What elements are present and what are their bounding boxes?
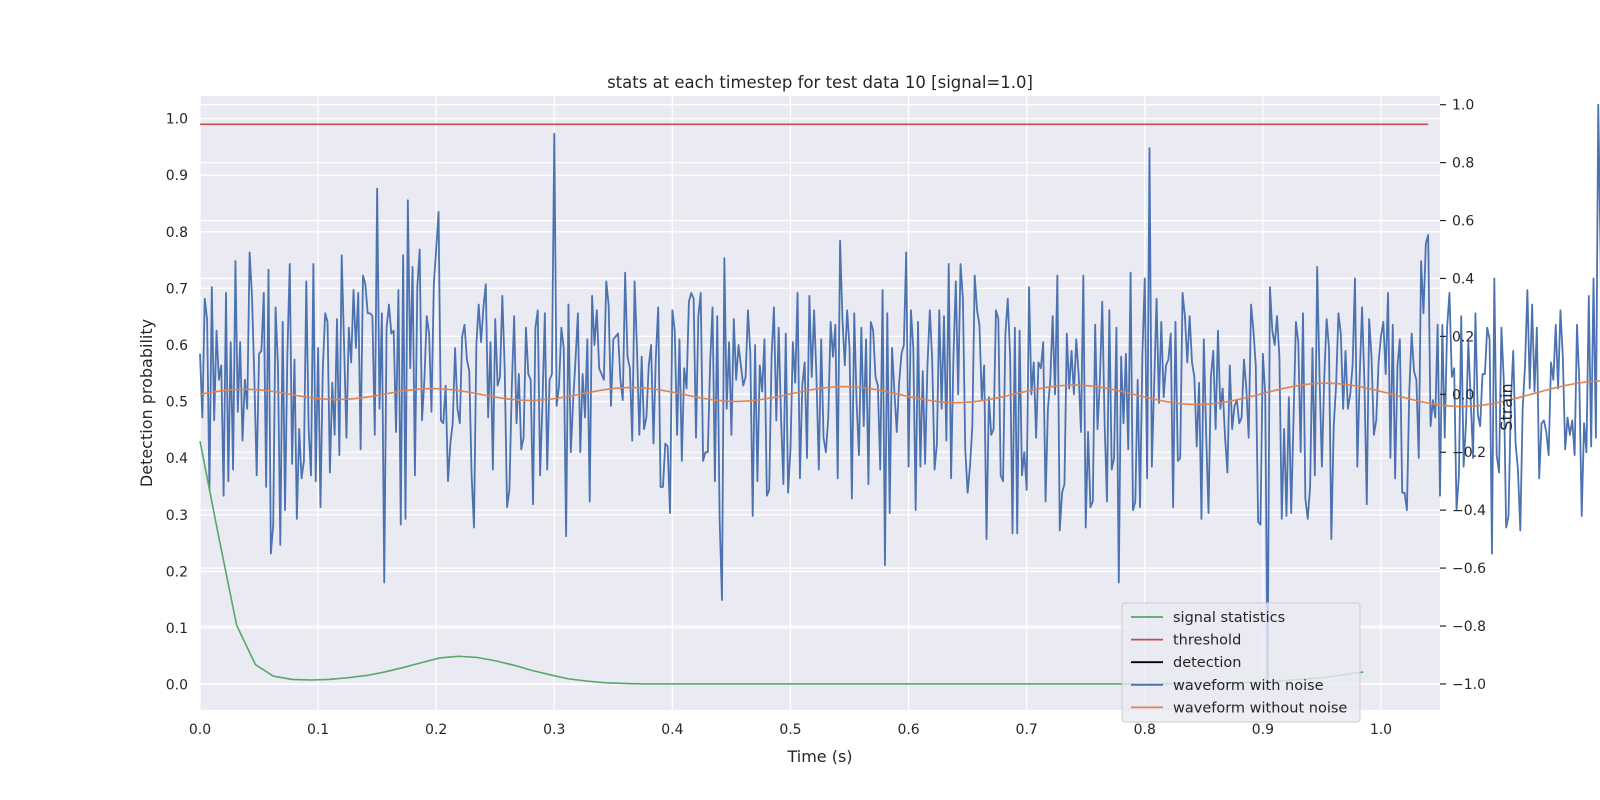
y-right-tick-label: 0.0 <box>1452 387 1474 403</box>
y-left-tick-label: 0.9 <box>166 168 188 184</box>
y-right-tick-label: 1.0 <box>1452 98 1474 114</box>
y-left-tick-label: 0.3 <box>166 508 188 524</box>
y-left-tick-label: 0.7 <box>166 281 188 297</box>
x-tick-label: 0.6 <box>897 722 919 738</box>
x-tick-label: 0.1 <box>307 722 329 738</box>
legend-label: waveform without noise <box>1173 700 1347 716</box>
y-axis-right-label: Strain <box>1497 383 1516 430</box>
y-right-tick-label: −1.0 <box>1452 677 1486 693</box>
y-right-tick-label: −0.4 <box>1452 503 1486 519</box>
y-right-tick-label: 0.4 <box>1452 271 1474 287</box>
x-tick-label: 0.4 <box>661 722 683 738</box>
legend-items: signal statistics threshold detection wavef… <box>1131 610 1347 716</box>
x-axis-label: Time (s) <box>786 747 852 766</box>
y-left-tick-label: 0.0 <box>166 678 188 694</box>
x-tick-label: 1.0 <box>1370 722 1392 738</box>
y-axis-right: −1.0 −0.8 −0.6 −0.4 −0.2 0.0 0.2 0.4 0.6 0.8 1.0 <box>1440 98 1486 693</box>
y-left-tick-label: 1.0 <box>166 112 188 128</box>
y-right-tick-label: −0.2 <box>1452 445 1486 461</box>
x-axis: 0.0 0.1 0.2 0.3 0.4 0.5 0.6 0.7 0.8 0.9 1.0 <box>189 722 1392 738</box>
x-tick-label: 0.9 <box>1252 722 1274 738</box>
x-tick-label: 0.3 <box>543 722 565 738</box>
legend-label: signal statistics <box>1173 610 1285 626</box>
y-axis-left-label: Detection probability <box>137 319 156 487</box>
x-tick-label: 0.7 <box>1016 722 1038 738</box>
y-right-tick-label: −0.8 <box>1452 619 1486 635</box>
chart-title: stats at each timestep for test data 10 … <box>607 73 1033 92</box>
waveform-without-noise-line <box>199 380 1600 408</box>
y-left-tick-label: 0.1 <box>166 621 188 637</box>
x-tick-label: 0.0 <box>189 722 211 738</box>
y-left-tick-label: 0.4 <box>166 451 188 467</box>
y-right-tick-label: 0.6 <box>1452 214 1474 230</box>
legend-box <box>1121 602 1361 723</box>
y-right-tick-label: −0.6 <box>1452 561 1486 577</box>
y-right-tick-label: 0.8 <box>1452 156 1474 172</box>
legend-label: waveform with noise <box>1173 678 1324 694</box>
x-tick-label: 0.8 <box>1134 722 1156 738</box>
y-left-tick-label: 0.8 <box>166 225 188 241</box>
series-layer <box>199 103 1600 685</box>
y-left-tick-label: 0.5 <box>166 395 188 411</box>
waveform-with-noise-line <box>199 103 1600 685</box>
x-tick-label: 0.2 <box>425 722 447 738</box>
legend-label: threshold <box>1173 633 1241 649</box>
y-left-tick-label: 0.6 <box>166 338 188 354</box>
x-tick-label: 0.5 <box>779 722 801 738</box>
legend: signal statistics threshold detection wavef… <box>1121 602 1361 723</box>
y-axis-left: 0.0 0.1 0.2 0.3 0.4 0.5 0.6 0.7 0.8 0.9 1.0 <box>166 112 188 694</box>
signal-statistics-line <box>199 441 1364 685</box>
legend-label: detection <box>1173 655 1241 671</box>
y-right-tick-label: 0.2 <box>1452 329 1474 345</box>
y-left-tick-label: 0.2 <box>166 564 188 580</box>
